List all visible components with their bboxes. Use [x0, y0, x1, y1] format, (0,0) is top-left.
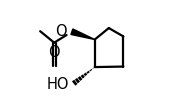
- Polygon shape: [71, 29, 95, 40]
- Text: HO: HO: [46, 77, 69, 92]
- Text: O: O: [55, 24, 67, 39]
- Text: O: O: [48, 45, 60, 60]
